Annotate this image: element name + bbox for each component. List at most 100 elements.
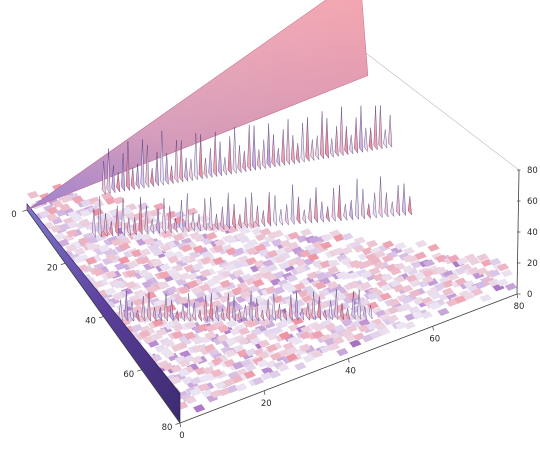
surface-spike (140, 139, 145, 189)
surface-patch (365, 239, 379, 248)
surface-patch (299, 331, 312, 340)
surface-patch (131, 232, 144, 241)
surface-spike (372, 192, 377, 219)
surface-patch (310, 349, 324, 359)
surface-patch (141, 280, 154, 289)
surface-patch (201, 389, 214, 398)
surface-patch (326, 281, 339, 290)
surface-spike (286, 119, 290, 166)
surface-patch (118, 242, 131, 251)
surface-patch (278, 261, 291, 270)
surface-spike (323, 309, 327, 321)
surface-patch (272, 286, 286, 295)
surface-patch (86, 236, 99, 245)
surface-patch (210, 368, 223, 378)
surface-spike (363, 127, 368, 152)
surface-patch (296, 234, 309, 243)
y-tick-label: 80 (514, 302, 525, 312)
surface-patch (213, 239, 226, 248)
surface-patch (254, 233, 268, 242)
surface-patch (126, 260, 139, 269)
surface-spike (169, 165, 174, 185)
surface-patch (138, 329, 151, 339)
surface-spike (249, 291, 254, 322)
surface-patch (131, 305, 144, 314)
surface-spike (135, 163, 140, 190)
surface-patch (150, 332, 164, 341)
surface-patch (320, 241, 333, 250)
surface-spike (334, 289, 339, 321)
surface-patch (111, 292, 125, 301)
surface-patch (206, 292, 219, 301)
surface-spike (209, 293, 214, 322)
surface-patch (142, 335, 155, 345)
surface-spike (218, 141, 223, 177)
surface-patch (163, 339, 176, 348)
surface-patch (190, 286, 203, 295)
surface-patch (85, 256, 98, 265)
surface-patch (415, 239, 428, 248)
surface-patch (422, 269, 435, 278)
surface-spike (339, 106, 344, 157)
surface-spike (324, 118, 329, 159)
surface-patch (258, 248, 271, 257)
surface-spike (340, 303, 345, 321)
surface-spike (237, 309, 242, 322)
surface-spike (378, 105, 383, 150)
surface-patch (274, 255, 287, 264)
surface-spike (181, 303, 185, 322)
surface-spike (130, 167, 135, 191)
surface-patch (386, 314, 400, 323)
surface-patch (186, 280, 199, 289)
surface-patch (278, 331, 291, 340)
surface-patch (279, 317, 292, 326)
surface-spike (310, 139, 315, 162)
surface-patch (433, 282, 447, 291)
surface-patch (132, 298, 145, 307)
surface-patch (104, 196, 117, 205)
surface-patch (71, 195, 84, 204)
surface-patch (298, 343, 311, 352)
surface-patch (395, 321, 408, 330)
surface-spike (300, 122, 305, 163)
surface-spike (121, 153, 126, 192)
surface-spike (300, 308, 305, 321)
surface-spike (314, 187, 318, 224)
surface-patch (314, 281, 327, 290)
surface-patch (496, 278, 509, 287)
surface-patch (210, 299, 223, 309)
x-tick-label: 0 (11, 210, 16, 220)
surface-patch (199, 269, 212, 278)
surface-patch (475, 280, 488, 289)
surface-patch (59, 195, 72, 204)
surface-patch (220, 270, 233, 279)
surface-spike (150, 219, 155, 235)
surface-patch (105, 253, 118, 262)
surface-patch (414, 251, 427, 260)
surface-patch (268, 370, 282, 379)
surface-patch (212, 256, 225, 265)
surface-patch (368, 267, 381, 276)
surface-patch (198, 374, 211, 383)
x-tick-mark (137, 369, 142, 372)
surface-patch (401, 265, 414, 274)
surface-spike (202, 198, 207, 232)
surface-patch (198, 283, 212, 292)
surface-spike (311, 291, 316, 321)
surface-patch (167, 255, 180, 264)
surface-patch (258, 318, 271, 327)
surface-spike (351, 291, 356, 320)
surface-patch (487, 278, 501, 287)
surface-spike (145, 144, 150, 188)
surface-spike (247, 124, 252, 172)
surface-patch (145, 285, 158, 294)
surface-patch (225, 337, 238, 346)
surface-patch (183, 331, 196, 340)
surface-patch (65, 243, 78, 253)
surface-patch (158, 270, 171, 280)
surface-patch (400, 296, 413, 305)
surface-patch (341, 318, 354, 327)
surface-patch (137, 202, 150, 211)
surface-spike (223, 157, 227, 176)
surface-spike (106, 148, 111, 195)
